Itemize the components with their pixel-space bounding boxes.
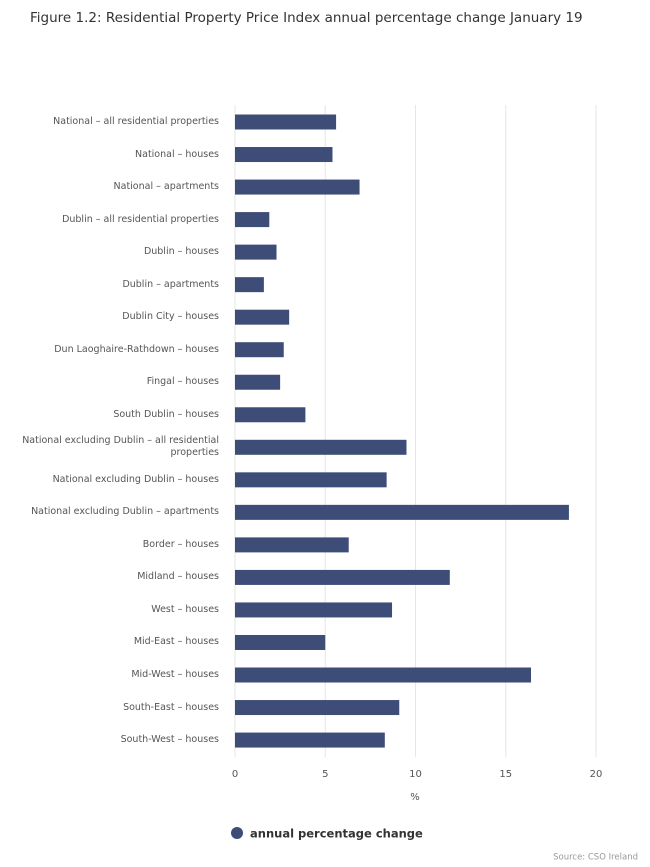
y-tick-label: Midland – houses <box>137 571 219 583</box>
y-tick-label: National excluding Dublin – apartments <box>31 506 219 518</box>
bar <box>235 342 284 358</box>
bar <box>235 212 270 228</box>
y-tick-label: Dun Laoghaire-Rathdown – houses <box>54 343 219 355</box>
y-tick-label: West – houses <box>151 603 219 615</box>
bar <box>235 634 326 650</box>
bar <box>235 602 393 618</box>
x-tick-label: 20 <box>590 769 603 780</box>
bar <box>235 472 387 488</box>
bar <box>235 244 277 260</box>
y-tick-label: National – apartments <box>113 181 219 193</box>
y-tick-label: South-East – houses <box>123 701 219 713</box>
bar <box>235 309 290 325</box>
bar <box>235 667 532 683</box>
x-axis-label: % <box>410 792 420 803</box>
bar <box>235 179 360 195</box>
y-tick-label: Dublin – houses <box>143 246 219 258</box>
bar <box>235 700 400 716</box>
bar <box>235 439 407 455</box>
y-tick-label: Dublin – apartments <box>122 278 219 290</box>
x-tick-label: 0 <box>232 769 238 780</box>
bar <box>235 114 337 130</box>
y-tick-label: National – houses <box>135 148 219 160</box>
bar <box>235 732 385 748</box>
y-tick-label: South Dublin – houses <box>113 408 219 420</box>
legend-marker <box>231 827 243 839</box>
legend-label: annual percentage change <box>250 827 423 841</box>
y-tick-label: Dublin – all residential properties <box>62 213 219 225</box>
y-tick-label: South-West – houses <box>120 734 219 746</box>
x-tick-label: 15 <box>499 769 512 780</box>
bar <box>235 504 569 520</box>
y-tick-label: National excluding Dublin – all resident… <box>22 435 219 459</box>
y-tick-label: Dublin City – houses <box>122 311 219 323</box>
y-tick-label: National excluding Dublin – houses <box>52 473 219 485</box>
bar <box>235 569 450 585</box>
bar <box>235 407 306 423</box>
y-tick-label: Mid-East – houses <box>133 636 219 648</box>
y-tick-label: National – all residential properties <box>53 116 219 127</box>
bar <box>235 277 264 293</box>
source: Source: CSO Ireland <box>553 853 638 863</box>
x-tick-label: 10 <box>409 769 422 780</box>
y-tick-label: Fingal – houses <box>146 376 219 388</box>
x-tick-label: 5 <box>322 769 328 780</box>
y-tick-label: Mid-West – houses <box>131 669 219 680</box>
bar <box>235 374 281 390</box>
y-tick-label: Border – houses <box>142 538 219 550</box>
chart-title: Figure 1.2: Residential Property Price I… <box>30 10 583 26</box>
bar <box>235 537 349 553</box>
bar <box>235 147 333 163</box>
